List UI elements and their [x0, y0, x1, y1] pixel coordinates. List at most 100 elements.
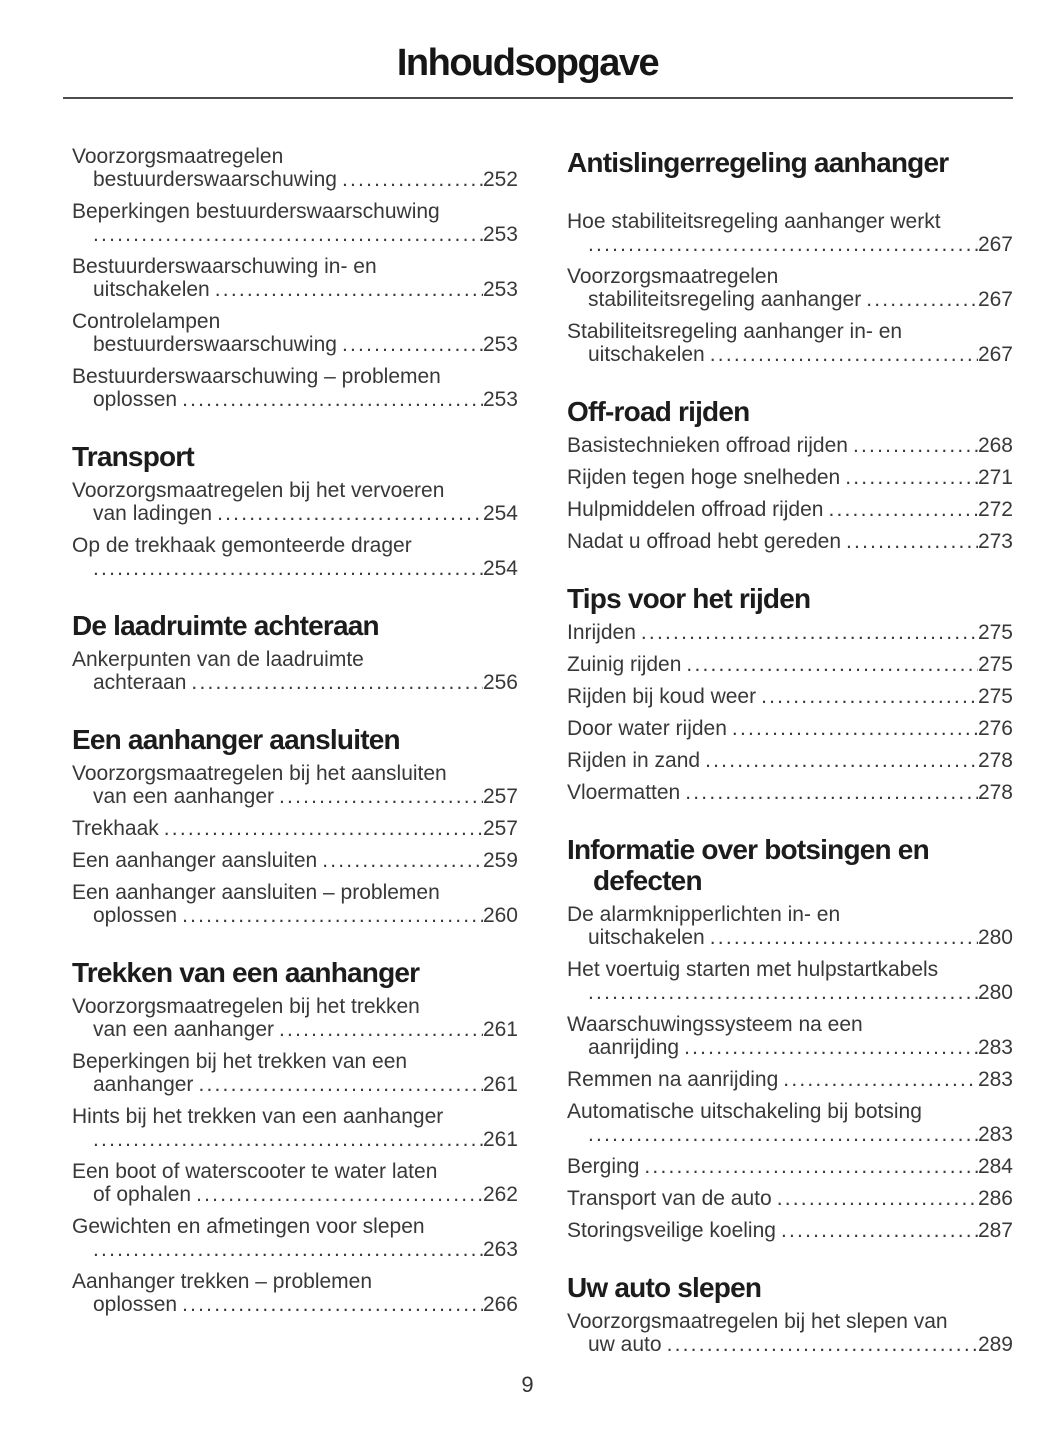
- dot-leader: [781, 1219, 978, 1242]
- dot-leader: [588, 981, 978, 1004]
- toc-entry-last-line: 254: [72, 557, 518, 580]
- toc-entry-text: Bestuurderswaarschuwing in- en: [72, 255, 377, 278]
- toc-entry-last-line: Trekhaak 257: [72, 817, 518, 840]
- toc-section: Antislingerregeling aanhanger Hoe stabili…: [567, 147, 1013, 366]
- section-heading: Uw auto slepen: [567, 1272, 1013, 1303]
- toc-entry-text: Een boot of waterscooter te water laten: [72, 1160, 438, 1183]
- toc-entry-text: stabiliteitsregeling aanhanger: [588, 288, 862, 311]
- dot-leader: [644, 1155, 978, 1178]
- toc-entry-text: Rijden bij koud weer: [567, 685, 757, 708]
- toc-entry: Gewichten en afmetingen voor slepen 263: [72, 1215, 518, 1261]
- toc-entry-page-number: 275: [977, 685, 1013, 708]
- toc-entry-text: Berging: [567, 1155, 640, 1178]
- toc-entry-page-number: 266: [482, 1293, 518, 1316]
- toc-entry-text: Rijden in zand: [567, 749, 701, 772]
- toc-entry-text: Automatische uitschakeling bij botsing: [567, 1100, 922, 1123]
- section-heading-line: Trekken van een aanhanger: [72, 957, 420, 988]
- toc-entry-last-line: 261: [72, 1128, 518, 1151]
- toc-entry-text: Bestuurderswaarschuwing – problemen: [72, 365, 441, 388]
- dot-leader: [342, 333, 483, 356]
- toc-entry-text: Zuinig rijden: [567, 653, 682, 676]
- toc-entry-last-line: Inrijden 275: [567, 621, 1013, 644]
- toc-entry-last-line: bestuurderswaarschuwing 252: [72, 168, 518, 191]
- toc-entry-last-line: uitschakelen 280: [567, 926, 1013, 949]
- toc-entry-last-line: Berging 284: [567, 1155, 1013, 1178]
- dot-leader: [828, 498, 978, 521]
- dot-leader: [710, 926, 978, 949]
- toc-entry-last-line: Zuinig rijden 275: [567, 653, 1013, 676]
- toc-entry: Beperkingen bestuurderswaarschuwing 253: [72, 200, 518, 246]
- toc-entry-text: achteraan: [93, 671, 187, 694]
- section-heading-line: Antislingerregeling aanhanger: [567, 147, 949, 178]
- toc-entry-page-number: 256: [482, 671, 518, 694]
- toc-entry-last-line: bestuurderswaarschuwing 253: [72, 333, 518, 356]
- dot-leader: [866, 288, 978, 311]
- toc-entry: Een boot of waterscooter te water laten o…: [72, 1160, 518, 1206]
- toc-section: Informatie over botsingen en defecten De a…: [567, 834, 1013, 1242]
- toc-entry-last-line: 253: [72, 223, 518, 246]
- toc-entry: Voorzorgsmaatregelen bij het vervoeren va…: [72, 479, 518, 525]
- toc-entry-page-number: 286: [977, 1187, 1013, 1210]
- toc-entry-page-number: 257: [482, 817, 518, 840]
- dot-leader: [777, 1187, 978, 1210]
- toc-entry-last-line: of ophalen 262: [72, 1183, 518, 1206]
- section-heading: De laadruimte achteraan: [72, 610, 518, 641]
- toc-entry-page-number: 260: [482, 904, 518, 927]
- toc-entry-last-line: achteraan 256: [72, 671, 518, 694]
- toc-entry-text: oplossen: [93, 1293, 178, 1316]
- toc-entry-last-line: Rijden in zand 278: [567, 749, 1013, 772]
- toc-entry-page-number: 261: [482, 1128, 518, 1151]
- dot-leader: [761, 685, 978, 708]
- toc-entry-text: van een aanhanger: [93, 1018, 274, 1041]
- toc-entry-last-line: Vloermatten 278: [567, 781, 1013, 804]
- toc-entry: Bestuurderswaarschuwing – problemen oplos…: [72, 365, 518, 411]
- toc-entry: Storingsveilige koeling 287: [567, 1219, 1013, 1242]
- toc-entry-text: Een aanhanger aansluiten – problemen: [72, 881, 440, 904]
- toc-entry-page-number: 254: [482, 502, 518, 525]
- toc-entry-last-line: 283: [567, 1123, 1013, 1146]
- dot-leader: [686, 653, 978, 676]
- toc-entry: Transport van de auto 286: [567, 1187, 1013, 1210]
- toc-entry: Rijden tegen hoge snelheden 271: [567, 466, 1013, 489]
- page-number: 9: [521, 1372, 534, 1397]
- toc-entry-text: Vloermatten: [567, 781, 681, 804]
- toc-entry-page-number: 273: [977, 530, 1013, 553]
- toc-entry-text: Waarschuwingssysteem na een: [567, 1013, 863, 1036]
- toc-entry-text: Voorzorgsmaatregelen: [72, 145, 284, 168]
- toc-entry-last-line: Een aanhanger aansluiten 259: [72, 849, 518, 872]
- dot-leader: [215, 278, 483, 301]
- toc-entry: Nadat u offroad hebt gereden 273: [567, 530, 1013, 553]
- toc-entry-page-number: 276: [977, 717, 1013, 740]
- toc-entry-page-number: 283: [977, 1068, 1013, 1091]
- toc-entry-text: Hoe stabiliteitsregeling aanhanger werkt: [567, 210, 941, 233]
- toc-entry: Voorzorgsmaatregelen bij het slepen van u…: [567, 1310, 1013, 1356]
- dot-leader: [588, 233, 978, 256]
- toc-entry: Zuinig rijden 275: [567, 653, 1013, 676]
- toc-entry: Remmen na aanrijding 283: [567, 1068, 1013, 1091]
- toc-entry-page-number: 283: [977, 1036, 1013, 1059]
- toc-entry-text: Transport van de auto: [567, 1187, 772, 1210]
- toc-column-left: Voorzorgsmaatregelen bestuurderswaarschuw…: [72, 145, 518, 1365]
- toc-entry-page-number: 252: [482, 168, 518, 191]
- toc-entry: De alarmknipperlichten in- en uitschakele…: [567, 903, 1013, 949]
- section-heading-line: De laadruimte achteraan: [72, 610, 380, 641]
- toc-entry-last-line: 267: [567, 233, 1013, 256]
- toc-entry: Bestuurderswaarschuwing in- en uitschakel…: [72, 255, 518, 301]
- toc-entry-text: Rijden tegen hoge snelheden: [567, 466, 841, 489]
- toc-entry: Stabiliteitsregeling aanhanger in- en uit…: [567, 320, 1013, 366]
- toc-section: Trekken van een aanhanger Voorzorgsmaatre…: [72, 957, 518, 1316]
- toc-entry-page-number: 267: [977, 343, 1013, 366]
- toc-entry-text: Door water rijden: [567, 717, 727, 740]
- toc-section: De laadruimte achteraan Ankerpunten van d…: [72, 610, 518, 694]
- dot-leader: [322, 849, 483, 872]
- toc-entry: Basistechnieken offroad rijden 268: [567, 434, 1013, 457]
- dot-leader: [342, 168, 483, 191]
- toc-column-right: Antislingerregeling aanhanger Hoe stabili…: [567, 145, 1013, 1365]
- toc-entry: Beperkingen bij het trekken van een aanha…: [72, 1050, 518, 1096]
- section-heading-line: defecten: [593, 865, 703, 896]
- dot-leader: [93, 223, 483, 246]
- toc-entry-page-number: 267: [977, 233, 1013, 256]
